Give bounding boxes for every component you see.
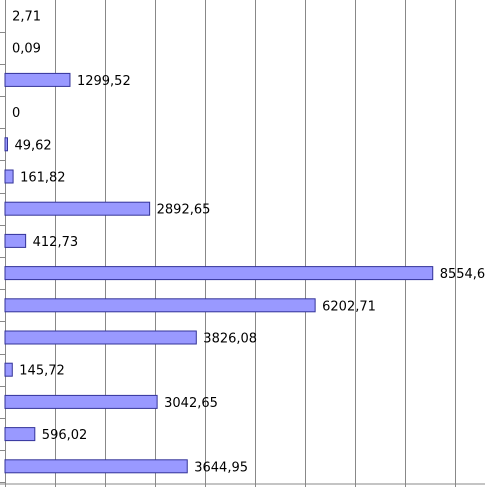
- bar: [4, 394, 158, 409]
- bar: [4, 201, 151, 216]
- bar: [4, 137, 8, 152]
- data-label: 2892,65: [157, 203, 211, 218]
- bars: [4, 72, 434, 474]
- data-label: 145,72: [19, 364, 64, 379]
- bar: [4, 459, 188, 474]
- data-label: 412,73: [33, 235, 79, 250]
- bar: [4, 298, 316, 313]
- data-label: 596,02: [42, 428, 87, 443]
- data-label: 0,09: [12, 42, 41, 57]
- bar: [4, 427, 36, 442]
- data-label: 8554,68: [440, 267, 485, 282]
- bar: [4, 362, 13, 377]
- data-label: 3826,08: [203, 332, 257, 347]
- data-label: 0: [12, 106, 20, 121]
- data-label: 1299,52: [77, 74, 131, 89]
- bar: [4, 330, 197, 345]
- bar: [4, 266, 434, 281]
- data-label: 3644,95: [194, 460, 248, 475]
- gridlines: [0, 0, 456, 487]
- data-labels: 2,71 0,09 1299,52 0 49,62 161,82 2892,65 412,73…: [12, 10, 485, 476]
- data-label: 2,71: [12, 10, 41, 25]
- data-label: 49,62: [14, 138, 51, 153]
- bar: [4, 233, 27, 248]
- data-label: 6202,71: [322, 299, 376, 314]
- data-label: 161,82: [20, 171, 66, 186]
- bar: [4, 169, 14, 184]
- data-label: 3042,65: [164, 396, 218, 411]
- bar: [4, 72, 71, 87]
